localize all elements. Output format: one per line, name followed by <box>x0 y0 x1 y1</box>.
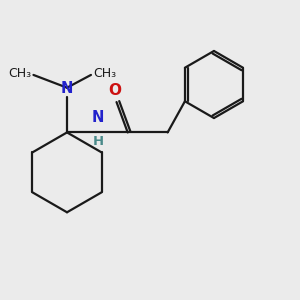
Text: N: N <box>61 81 73 96</box>
Text: CH₃: CH₃ <box>8 67 31 80</box>
Text: H: H <box>93 135 104 148</box>
Text: O: O <box>108 83 122 98</box>
Text: CH₃: CH₃ <box>94 67 117 80</box>
Text: N: N <box>92 110 104 125</box>
